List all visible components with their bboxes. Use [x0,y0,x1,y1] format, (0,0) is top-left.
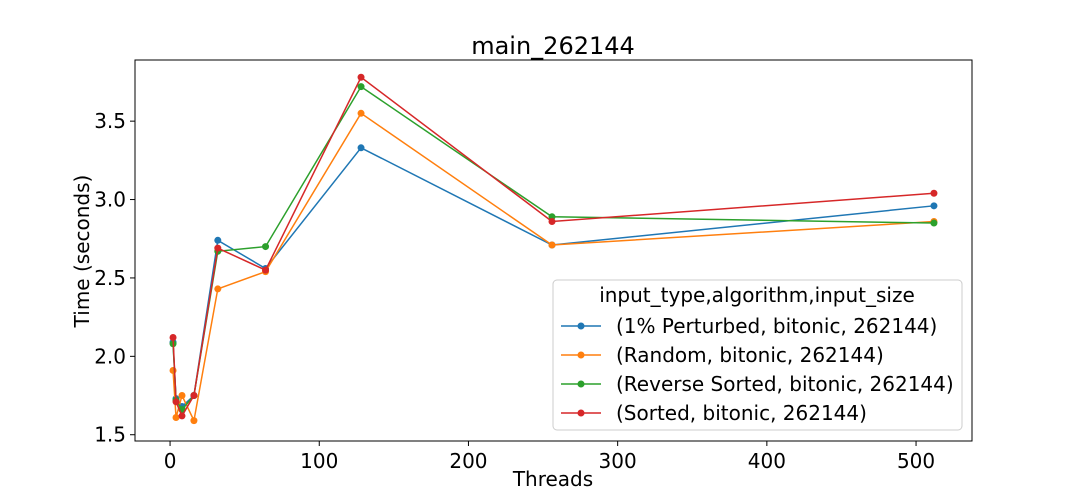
x-tick-label: 500 [897,449,935,473]
x-tick-label: 100 [300,449,338,473]
data-point [262,243,270,251]
data-point [169,366,177,374]
data-point [357,83,365,91]
chart-title: main_262144 [471,32,635,60]
data-point [262,266,270,274]
data-point [172,398,180,406]
x-tick-label: 300 [599,449,637,473]
y-axis-label: Time (seconds) [70,175,94,329]
y-tick-label: 2.5 [94,266,126,290]
legend-marker [577,409,585,417]
legend-label: (1% Perturbed, bitonic, 262144) [616,314,937,338]
legend-label: (Random, bitonic, 262144) [616,343,884,367]
data-point [357,144,365,152]
legend-frame [552,279,963,431]
legend-marker [577,380,585,388]
data-point [930,189,938,197]
y-tick-label: 2.0 [94,344,126,368]
data-point [214,285,222,293]
x-tick-label: 0 [164,449,177,473]
data-point [357,73,365,81]
x-tick-label: 200 [449,449,487,473]
legend-marker [577,322,585,330]
y-tick-label: 1.5 [94,423,126,447]
data-point [172,413,180,421]
y-tick-label: 3.0 [94,188,126,212]
data-point [190,417,198,425]
data-point [548,241,556,249]
legend-label: (Reverse Sorted, bitonic, 262144) [616,372,954,396]
y-tick-label: 3.5 [94,109,126,133]
data-point [548,217,556,225]
data-point [214,244,222,252]
legend: input_type,algorithm,input_size (1% Pert… [552,279,963,431]
legend-marker [577,351,585,359]
data-point [930,219,938,227]
data-point [178,392,186,400]
legend-title: input_type,algorithm,input_size [599,283,915,307]
data-point [357,109,365,117]
axes-frame [134,59,973,442]
x-axis-label: Threads [512,467,593,491]
data-point [214,236,222,244]
plot-area: 0 100 200 300 400 500 1.5 2.0 2.5 3.0 3.5 [94,59,973,473]
legend-label: (Sorted, bitonic, 262144) [616,401,867,425]
x-tick-label: 400 [748,449,786,473]
data-point [190,392,198,400]
data-point [930,202,938,210]
data-point [169,334,177,342]
data-point [178,412,186,420]
